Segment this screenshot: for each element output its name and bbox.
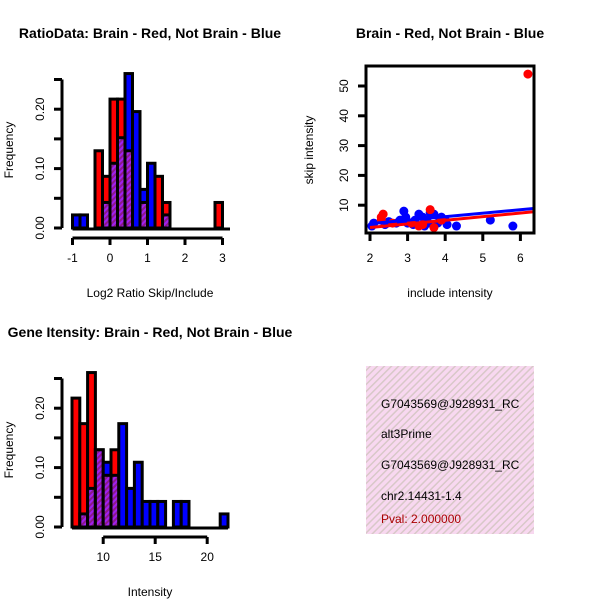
y-tick-label: 30 [337,139,351,153]
x-axis-label: include intensity [407,286,492,300]
x-tick-label: 10 [97,550,111,564]
x-tick-label: 3 [219,251,226,265]
overlap-bar [161,213,172,230]
brain-point [425,205,435,215]
info-box-background [366,366,534,534]
info-box: G7043569@J928931_RC alt3Prime G7043569@J… [366,366,534,534]
chart-title: Gene Itensity: Brain - Red, Not Brain - … [8,324,293,340]
not-brain-point [485,215,495,225]
y-tick-label: 0.00 [33,515,47,539]
y-tick-label: 40 [337,109,351,123]
intensity-scatter-panel: Brain - Red, Not Brain - Blue 10 20 30 40 50 2… [302,25,544,300]
chart-title: RatioData: Brain - Red, Not Brain - Blue [19,25,281,41]
y-tick-label: 0.10 [33,157,47,181]
brain-point [523,69,533,79]
brain-point [429,223,439,233]
y-axis-label: Frequency [2,422,16,479]
histogram-bar [213,200,224,230]
x-axis-label: Log2 Ratio Skip/Include [87,286,214,300]
info-line-1: G7043569@J928931_RC [381,397,520,411]
y-tick-label: 0.00 [33,216,47,240]
x-tick-label: 4 [442,251,449,265]
info-line-4: chr2.14431-1.4 [381,489,462,503]
histogram-bar [156,499,168,529]
y-tick-label: 10 [337,198,351,212]
not-brain-point [451,221,461,231]
fit-line [369,210,534,230]
y-tick-label: 0.20 [33,97,47,121]
y-axis-label: skip intensity [302,116,316,185]
x-tick-label: 0 [107,251,114,265]
x-tick-label: 3 [404,251,411,265]
x-tick-label: -1 [67,251,78,265]
x-tick-label: 20 [201,550,215,564]
y-axis-label: Frequency [2,122,16,179]
not-brain-point [508,221,518,231]
y-tick-label: 0.20 [33,396,47,420]
y-tick-label: 0.10 [33,456,47,480]
x-tick-label: 2 [182,251,189,265]
ratio-histogram-panel: RatioData: Brain - Red, Not Brain - Blue… [2,25,281,300]
histogram-bar [78,213,89,230]
x-tick-label: 2 [367,251,374,265]
pval-text: Pval: 2.000000 [381,512,461,526]
x-tick-label: 15 [149,550,163,564]
histogram-bar [218,512,230,529]
x-axis-label: Intensity [128,585,173,599]
y-tick-label: 20 [337,168,351,182]
x-tick-label: 1 [144,251,151,265]
chart-title: Brain - Red, Not Brain - Blue [356,25,544,41]
info-line-2: alt3Prime [381,427,432,441]
fit-line [369,206,534,226]
info-line-3: G7043569@J928931_RC [381,458,520,472]
y-tick-label: 50 [337,79,351,93]
plot-box [364,64,536,235]
intensity-histogram-panel: Gene Itensity: Brain - Red, Not Brain - … [2,324,293,599]
x-tick-label: 6 [517,251,524,265]
histogram-bar [179,499,191,529]
x-tick-label: 5 [479,251,486,265]
